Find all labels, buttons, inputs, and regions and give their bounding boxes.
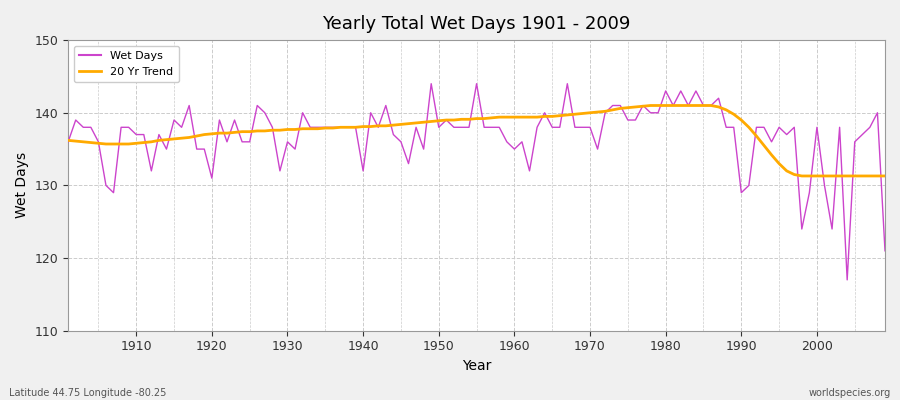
- Text: Latitude 44.75 Longitude -80.25: Latitude 44.75 Longitude -80.25: [9, 388, 166, 398]
- Title: Yearly Total Wet Days 1901 - 2009: Yearly Total Wet Days 1901 - 2009: [322, 15, 631, 33]
- Text: worldspecies.org: worldspecies.org: [809, 388, 891, 398]
- Legend: Wet Days, 20 Yr Trend: Wet Days, 20 Yr Trend: [74, 46, 179, 82]
- Y-axis label: Wet Days: Wet Days: [15, 152, 29, 218]
- X-axis label: Year: Year: [462, 359, 491, 373]
